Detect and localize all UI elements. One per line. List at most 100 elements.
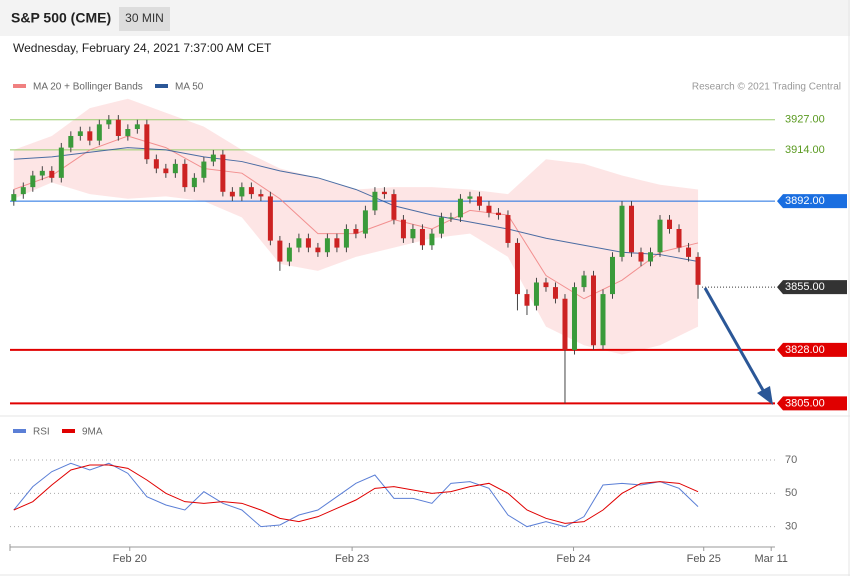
candle-body — [334, 238, 340, 248]
candle-body — [429, 233, 435, 246]
x-tick-label: Feb 25 — [687, 553, 721, 565]
candle-body — [467, 196, 473, 199]
candle-body — [629, 205, 635, 253]
candle-body — [562, 298, 568, 350]
candle-body — [438, 217, 444, 234]
level-label: 3855.00 — [785, 281, 825, 293]
level-label: 3828.00 — [785, 344, 825, 356]
candle-body — [134, 124, 140, 130]
legend-label: MA 20 + Bollinger Bands — [33, 82, 143, 93]
level-label: 3892.00 — [785, 195, 825, 207]
legend-label: 9MA — [82, 427, 103, 438]
candle-body — [49, 170, 55, 178]
candle-body — [686, 247, 692, 257]
candle-body — [600, 294, 606, 346]
forecast-arrowhead — [757, 386, 773, 405]
level-label: 3914.00 — [785, 144, 825, 156]
candle-body — [267, 196, 273, 241]
candle-body — [286, 247, 292, 262]
candle-body — [400, 219, 406, 239]
x-tick-label: Mar 11 — [754, 553, 787, 565]
candle-body — [362, 210, 368, 234]
legend-label: RSI — [33, 427, 50, 438]
candle-body — [476, 196, 482, 206]
candle-body — [115, 119, 121, 136]
candle-body — [457, 198, 463, 218]
candle-body — [419, 228, 425, 246]
candle-body — [30, 175, 36, 188]
candle-body — [638, 252, 644, 262]
candle-body — [619, 205, 625, 257]
candle-body — [58, 147, 64, 178]
candle-body — [315, 247, 321, 253]
interval-box — [119, 7, 170, 31]
candle-body — [571, 287, 577, 350]
candle-body — [39, 170, 45, 176]
level-label: 3927.00 — [785, 114, 825, 126]
candle-body — [505, 215, 511, 243]
candle-body — [153, 159, 159, 169]
level-label: 3805.00 — [785, 397, 825, 409]
candle-body — [648, 252, 654, 262]
candle-body — [87, 131, 93, 141]
candle-body — [609, 256, 615, 295]
legend-swatch — [155, 84, 168, 88]
indicator-line — [13, 464, 699, 524]
y-tick-label: 50 — [785, 487, 797, 499]
candle-body — [239, 187, 245, 197]
candle-body — [657, 219, 663, 253]
candle-body — [210, 154, 216, 162]
candle-body — [77, 131, 83, 136]
candle-body — [324, 238, 330, 253]
title: S&P 500 (CME) — [11, 10, 111, 26]
candle-body — [182, 163, 188, 188]
candle-body — [514, 242, 520, 295]
candle-body — [163, 168, 169, 174]
legend-label: MA 50 — [175, 82, 204, 93]
candle-body — [676, 228, 682, 248]
level-label-box — [777, 194, 847, 209]
legend-swatch — [62, 429, 75, 433]
candle-body — [125, 129, 131, 136]
candle-body — [524, 294, 530, 306]
candle-body — [391, 194, 397, 220]
candle-body — [201, 161, 207, 178]
interval: 30 MIN — [125, 11, 164, 25]
x-tick-label: Feb 23 — [335, 553, 369, 565]
candle-body — [695, 256, 701, 285]
candle-body — [410, 228, 416, 239]
candle-body — [96, 124, 102, 141]
level-label-box — [777, 342, 847, 357]
candle-body — [248, 187, 254, 195]
candle-body — [144, 124, 150, 160]
candle-body — [590, 275, 596, 346]
candle-body — [220, 154, 226, 192]
date: Wednesday, February 24, 2021 7:37:00 AM … — [13, 41, 272, 55]
candle-body — [20, 187, 26, 195]
candle-body — [296, 238, 302, 248]
candle-body — [11, 194, 17, 202]
candle-body — [229, 191, 235, 197]
level-label-box — [777, 280, 847, 295]
y-tick-label: 70 — [785, 454, 797, 466]
y-tick-label: 30 — [785, 521, 797, 533]
candle-body — [372, 191, 378, 211]
x-tick-label: Feb 24 — [556, 553, 590, 565]
x-tick-label: Feb 20 — [113, 553, 147, 565]
candle-body — [106, 119, 112, 125]
candle-body — [305, 238, 311, 248]
candle-body — [667, 219, 673, 229]
legend-swatch — [13, 84, 26, 88]
candle-body — [581, 275, 587, 288]
candle-body — [533, 282, 539, 306]
legend-swatch — [13, 429, 26, 433]
ma-line — [13, 147, 699, 263]
candle-body — [381, 191, 387, 195]
candle-body — [495, 212, 501, 216]
candle-body — [486, 205, 492, 213]
level-label-box — [777, 396, 847, 411]
candle-body — [543, 282, 549, 288]
candle-body — [353, 228, 359, 234]
